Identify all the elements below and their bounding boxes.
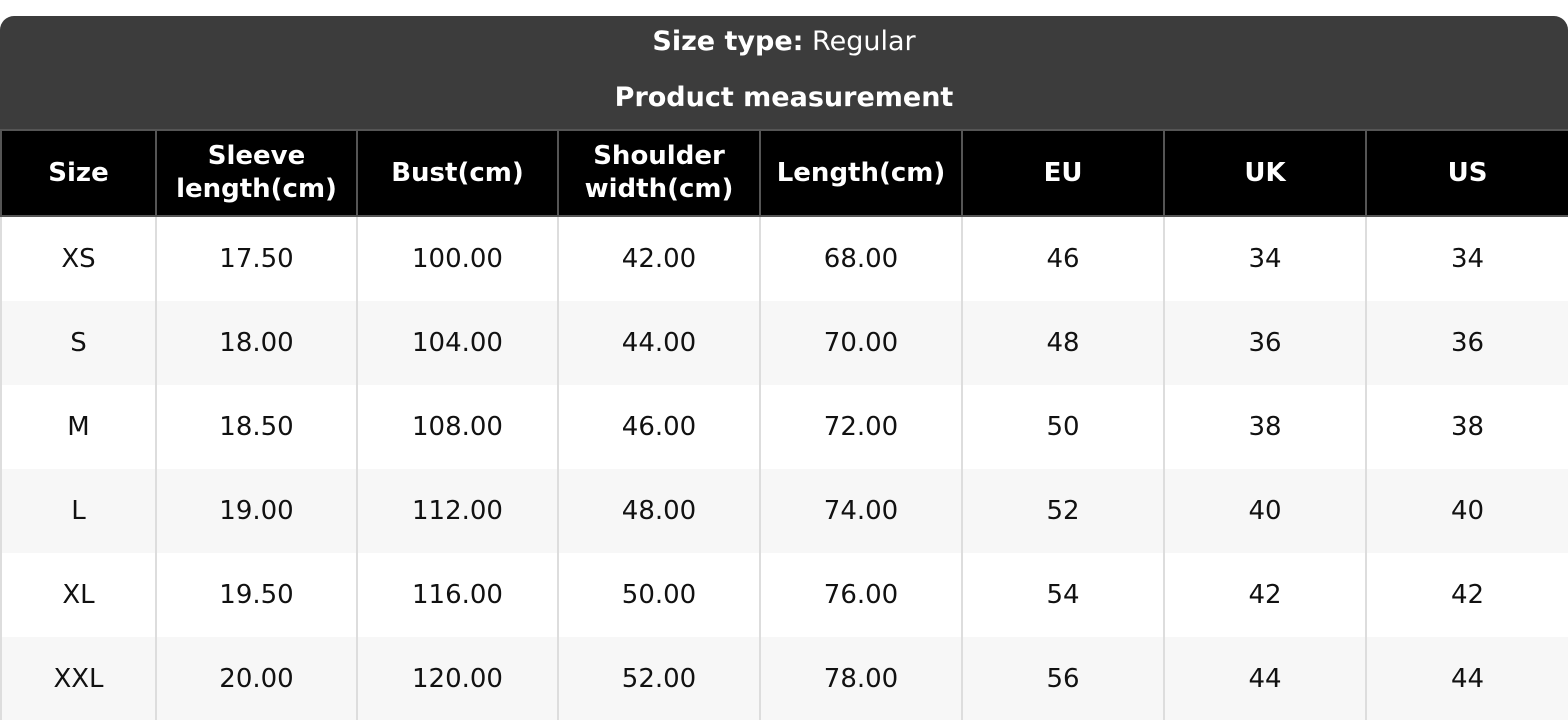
column-header: Bust(cm) xyxy=(356,129,559,217)
table-cell: 34 xyxy=(1163,216,1367,301)
column-header: US xyxy=(1365,129,1568,217)
table-cell: 36 xyxy=(1365,301,1568,385)
table-cell: 42.00 xyxy=(557,216,761,301)
table-cell: 46.00 xyxy=(557,385,761,469)
chart-header: Size type: Regular Product measurement xyxy=(0,16,1568,129)
table-cell: 46 xyxy=(961,216,1165,301)
table-cell: 78.00 xyxy=(759,637,963,720)
table-cell: 100.00 xyxy=(356,216,559,301)
table-cell: 19.00 xyxy=(155,469,358,553)
size-type: Size type: Regular xyxy=(0,26,1568,57)
table-row: L 19.00 112.00 48.00 74.00 52 40 40 xyxy=(0,469,1568,553)
table-cell: L xyxy=(0,469,157,553)
table-row: XS 17.50 100.00 42.00 68.00 46 34 34 xyxy=(0,216,1568,301)
table-row: XL 19.50 116.00 50.00 76.00 54 42 42 xyxy=(0,553,1568,637)
header-row: Size Sleeve length(cm) Bust(cm) Shoulder widt… xyxy=(0,129,1568,217)
table-cell: 38 xyxy=(1163,385,1367,469)
column-header: UK xyxy=(1163,129,1367,217)
table-cell: 104.00 xyxy=(356,301,559,385)
table-cell: M xyxy=(0,385,157,469)
size-chart: Size type: Regular Product measurement S… xyxy=(0,16,1568,720)
table-cell: XS xyxy=(0,216,157,301)
column-header: Sleeve length(cm) xyxy=(155,129,358,217)
table-cell: 44 xyxy=(1365,637,1568,720)
table-cell: 38 xyxy=(1365,385,1568,469)
table-cell: 50 xyxy=(961,385,1165,469)
size-type-label: Size type: xyxy=(652,26,804,57)
table-cell: 108.00 xyxy=(356,385,559,469)
column-header-text: Size xyxy=(48,157,109,188)
table-cell: 72.00 xyxy=(759,385,963,469)
table-cell: 48.00 xyxy=(557,469,761,553)
measurement-table: Size Sleeve length(cm) Bust(cm) Shoulder widt… xyxy=(0,129,1568,720)
table-row: S 18.00 104.00 44.00 70.00 48 36 36 xyxy=(0,301,1568,385)
table-cell: 18.00 xyxy=(155,301,358,385)
column-header-text: UK xyxy=(1244,157,1286,188)
table-cell: 70.00 xyxy=(759,301,963,385)
table-cell: 20.00 xyxy=(155,637,358,720)
table-cell: 54 xyxy=(961,553,1165,637)
column-header-text: length(cm) xyxy=(176,174,337,204)
column-header-text: US xyxy=(1447,157,1488,188)
table-cell: 40 xyxy=(1365,469,1568,553)
table-cell: 52.00 xyxy=(557,637,761,720)
table-cell: 48 xyxy=(961,301,1165,385)
table-cell: 120.00 xyxy=(356,637,559,720)
column-header-text: Length(cm) xyxy=(776,157,946,188)
column-header-text: Bust(cm) xyxy=(391,157,524,188)
table-cell: 17.50 xyxy=(155,216,358,301)
size-type-value: Regular xyxy=(812,26,916,57)
column-header: EU xyxy=(961,129,1165,217)
table-cell: 116.00 xyxy=(356,553,559,637)
table-cell: XL xyxy=(0,553,157,637)
column-header-text: Sleeve xyxy=(207,141,306,171)
column-header: Size xyxy=(0,129,157,217)
table-cell: 56 xyxy=(961,637,1165,720)
table-cell: 50.00 xyxy=(557,553,761,637)
table-cell: 112.00 xyxy=(356,469,559,553)
table-cell: 74.00 xyxy=(759,469,963,553)
column-header: Length(cm) xyxy=(759,129,963,217)
table-cell: 68.00 xyxy=(759,216,963,301)
column-header-text: EU xyxy=(1043,157,1083,188)
table-cell: XXL xyxy=(0,637,157,720)
table-cell: 44.00 xyxy=(557,301,761,385)
table-cell: 76.00 xyxy=(759,553,963,637)
column-header: Shoulder width(cm) xyxy=(557,129,761,217)
table-cell: 36 xyxy=(1163,301,1367,385)
table-cell: 18.50 xyxy=(155,385,358,469)
table-cell: S xyxy=(0,301,157,385)
table-cell: 42 xyxy=(1163,553,1367,637)
table-cell: 40 xyxy=(1163,469,1367,553)
table-cell: 42 xyxy=(1365,553,1568,637)
column-header-text: width(cm) xyxy=(584,174,734,204)
table-cell: 44 xyxy=(1163,637,1367,720)
table-row: XXL 20.00 120.00 52.00 78.00 56 44 44 xyxy=(0,637,1568,720)
table-cell: 34 xyxy=(1365,216,1568,301)
column-header-text: Shoulder xyxy=(593,141,725,171)
table-cell: 19.50 xyxy=(155,553,358,637)
table-cell: 52 xyxy=(961,469,1165,553)
chart-title: Product measurement xyxy=(614,82,954,113)
table-row: M 18.50 108.00 46.00 72.00 50 38 38 xyxy=(0,385,1568,469)
